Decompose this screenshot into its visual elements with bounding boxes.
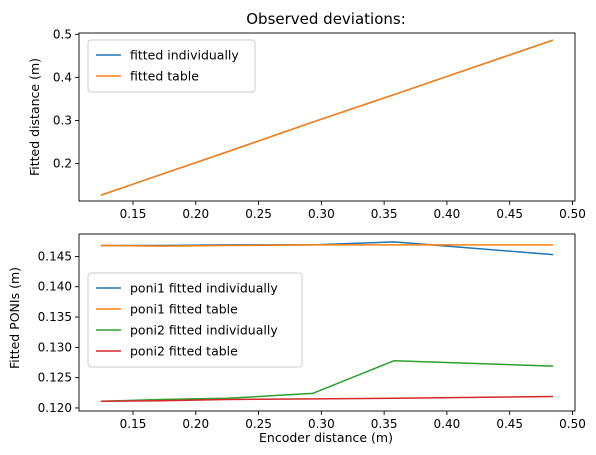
top-legend: fitted individually fitted table [87, 39, 256, 93]
top-legend-box [87, 39, 256, 93]
bottom-x-tick-label: 0.45 [496, 417, 523, 431]
bottom-x-tick-label: 0.20 [182, 417, 209, 431]
bottom-y-tick-label: 0.130 [38, 340, 72, 354]
bottom-series-line-2 [100, 244, 554, 247]
top-y-tick-label: 0.5 [53, 27, 72, 41]
bottom-chart-y-axis-label: Fitted PONIs (m) [7, 267, 22, 369]
top-series-line-2 [100, 39, 554, 196]
top-chart-y-axis-label: Fitted distance (m) [27, 58, 42, 176]
top-legend-label: fitted table [130, 69, 199, 84]
top-x-tick-label: 0.50 [559, 207, 586, 221]
top-x-tick-label: 0.30 [308, 207, 335, 221]
bottom-legend-label: poni2 fitted table [130, 344, 238, 359]
bottom-x-tick-label: 0.40 [434, 417, 461, 431]
bottom-legend-label: poni1 fitted individually [130, 281, 278, 296]
top-x-tick-label: 0.25 [245, 207, 272, 221]
top-x-tick-label: 0.45 [496, 207, 523, 221]
bottom-x-tick-label: 0.25 [245, 417, 272, 431]
top-plot-frame [78, 32, 576, 202]
top-x-tick-label: 0.15 [120, 207, 147, 221]
top-x-tick-label: 0.40 [434, 207, 461, 221]
bottom-y-tick-label: 0.125 [38, 371, 72, 385]
bottom-x-tick-label: 0.35 [371, 417, 398, 431]
top-y-tick-label: 0.3 [53, 113, 72, 127]
bottom-legend-label: poni2 fitted individually [130, 323, 278, 338]
bottom-x-tick-label: 0.15 [120, 417, 147, 431]
top-chart-panel: Observed deviations: Fitted distance (m)… [27, 10, 586, 221]
top-y-tick-label: 0.4 [53, 70, 72, 84]
bottom-chart-panel: Fitted PONIs (m) Encoder distance (m) 0.… [7, 233, 586, 445]
bottom-legend-label: poni1 fitted table [130, 302, 238, 317]
bottom-x-tick-label: 0.50 [559, 417, 586, 431]
top-x-tick-label: 0.20 [182, 207, 209, 221]
bottom-series-line-3 [100, 359, 554, 403]
bottom-y-tick-label: 0.135 [38, 310, 72, 324]
top-legend-label: fitted individually [130, 48, 239, 63]
bottom-legend-box [87, 272, 303, 368]
bottom-chart-x-axis-label: Encoder distance (m) [259, 430, 393, 445]
bottom-series-line-4 [100, 395, 554, 403]
top-chart-title: Observed deviations: [246, 10, 406, 28]
bottom-legend: poni1 fitted individually poni1 fitted ta… [87, 272, 303, 368]
top-x-tick-label: 0.35 [371, 207, 398, 221]
bottom-y-tick-label: 0.145 [38, 249, 72, 263]
bottom-plot-frame [78, 233, 576, 412]
top-y-tick-label: 0.2 [53, 157, 72, 171]
bottom-y-tick-label: 0.120 [38, 401, 72, 415]
bottom-y-tick-label: 0.140 [38, 280, 72, 294]
bottom-x-tick-label: 0.30 [308, 417, 335, 431]
